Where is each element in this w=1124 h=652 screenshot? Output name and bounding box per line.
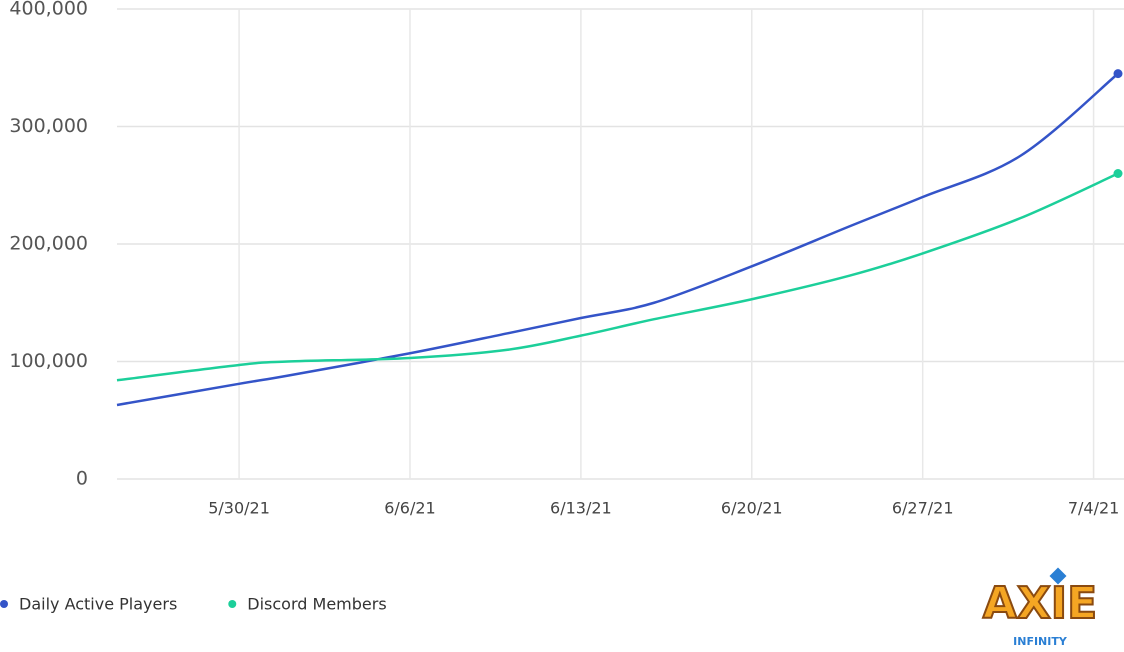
legend-label: Discord Members xyxy=(247,595,386,614)
end-marker xyxy=(1113,169,1123,178)
y-tick-label: 100,000 xyxy=(9,350,88,372)
legend-marker xyxy=(228,600,237,608)
line xyxy=(116,72,1119,407)
y-tick-label: 400,000 xyxy=(9,0,88,20)
y-tick-label: 0 xyxy=(76,468,88,490)
y-tick-label: 300,000 xyxy=(9,115,88,137)
y-tick-label: 200,000 xyxy=(9,233,88,255)
x-tick-label: 6/27/21 xyxy=(892,499,954,518)
x-tick-label: 5/30/21 xyxy=(208,499,270,518)
x-tick-label: 6/20/21 xyxy=(721,499,783,518)
legend-marker xyxy=(0,600,8,608)
logo-text: AXIE xyxy=(983,578,1097,629)
logo-subtext: INFINITY xyxy=(1013,635,1068,648)
end-marker xyxy=(1113,69,1123,79)
x-tick-label: 6/6/21 xyxy=(384,499,436,518)
line xyxy=(116,172,1119,382)
legend-label: Daily Active Players xyxy=(19,595,177,614)
logo-gem xyxy=(1049,567,1067,585)
x-tick-label: 6/13/21 xyxy=(550,499,612,518)
logo: AXIE INFINITY xyxy=(982,567,1098,648)
x-tick-label: 7/4/21 xyxy=(1068,499,1120,518)
